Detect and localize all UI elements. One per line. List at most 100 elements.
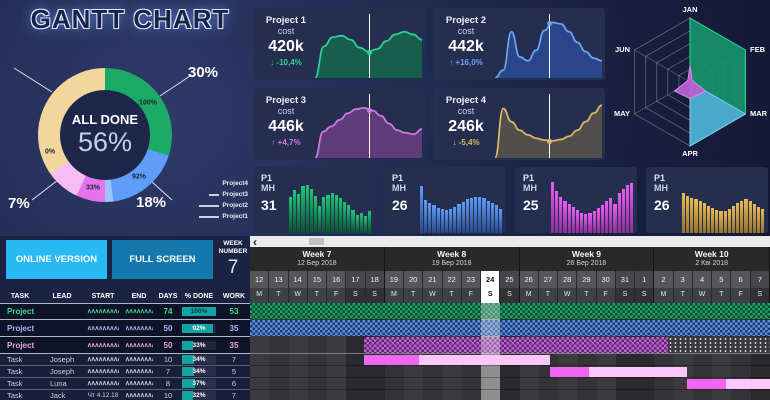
gantt-bar <box>550 367 589 377</box>
progress-fill <box>182 355 194 364</box>
row-separator <box>250 365 770 366</box>
day-cell: 26 M <box>519 271 539 303</box>
day-letter: F <box>327 288 346 303</box>
bar <box>719 211 723 233</box>
donut-legend: Project4 Project3 Project2 Project1 <box>188 178 248 222</box>
day-letter: W <box>423 288 442 303</box>
day-number: 4 <box>692 271 712 288</box>
legend-line-marker <box>209 193 220 196</box>
bar <box>571 207 575 233</box>
bar <box>748 201 752 233</box>
bar <box>563 200 567 233</box>
mh-card-subtitle: MH <box>654 183 668 193</box>
bar <box>420 186 424 233</box>
bar <box>575 210 580 233</box>
mh-bar-chart <box>682 173 765 233</box>
horizontal-scrollbar[interactable]: ‹ <box>250 234 770 249</box>
bar <box>559 197 563 233</box>
cost-card-delta: ↓ -10,4% <box>270 58 302 67</box>
mh-card-title: P1 <box>523 173 535 183</box>
cell-days: 8 <box>165 379 171 388</box>
day-number: 3 <box>673 271 692 288</box>
cost-card-area-chart <box>315 92 422 158</box>
cell-start: Чт 4.12.18 <box>87 392 119 399</box>
cell-lead: Luna <box>50 379 67 388</box>
bar <box>629 182 634 233</box>
week-date: 2 Кві 2018 <box>654 260 770 271</box>
bar <box>621 188 625 233</box>
bar <box>723 210 727 233</box>
cost-card-value: 446k <box>268 118 304 135</box>
bar <box>752 204 756 233</box>
table-row[interactable]: Task Jack Чт 4.12.18 ∧∧∧∧∧∧∧∧∧∧ 10 32% 7 <box>0 390 250 400</box>
day-letter: M <box>519 288 538 303</box>
day-cell: 25 S <box>500 271 519 303</box>
bar <box>457 204 461 233</box>
mh-card: P1 MH 26 <box>646 167 768 233</box>
day-number: 25 <box>500 271 519 288</box>
cell-work: 7 <box>231 391 237 400</box>
day-cell: 31 S <box>615 271 636 303</box>
scroll-left-arrow-icon[interactable]: ‹ <box>253 234 257 249</box>
scrollbar-thumb[interactable] <box>309 238 324 245</box>
cell-work: 5 <box>231 367 237 376</box>
gantt-bar <box>363 355 420 365</box>
progress-label: 32% <box>192 392 206 399</box>
day-number: 5 <box>712 271 731 288</box>
row-separator <box>250 377 770 378</box>
day-letter: T <box>404 288 423 303</box>
donut-callout-value: 7% <box>8 195 30 212</box>
mh-card-value: 25 <box>523 197 539 213</box>
mh-card-info: P1 MH 26 <box>654 173 680 213</box>
online-version-button[interactable]: ONLINE VERSION <box>6 240 107 279</box>
legend-item: Project4 <box>188 178 248 189</box>
full-screen-button[interactable]: FULL SCREEN <box>112 240 213 279</box>
day-letter: S <box>500 288 519 303</box>
cell-end: ∧∧∧∧∧∧∧∧∧∧ <box>125 356 153 363</box>
day-number: 12 <box>250 271 269 288</box>
day-letter: T <box>673 288 692 303</box>
legend-line-marker <box>199 215 220 218</box>
week-number-label: WEEK NUMBER <box>218 240 248 255</box>
cost-card-title: Project 3 <box>265 95 307 106</box>
gantt-bar <box>588 367 688 377</box>
bar <box>347 205 351 233</box>
svg-text:FEB: FEB <box>750 45 766 54</box>
bar <box>486 200 490 233</box>
bar <box>605 201 609 233</box>
day-cell: 18 S <box>365 271 384 303</box>
cell-task: Project <box>7 340 35 350</box>
cost-card-info: Project 3 cost 446k ↑ +4,7% <box>259 95 313 147</box>
bar <box>474 197 478 233</box>
today-marker-line <box>368 94 370 158</box>
bar <box>567 204 571 233</box>
bar <box>367 211 372 233</box>
cell-lead: Joseph <box>50 355 75 364</box>
bar <box>351 210 355 233</box>
cell-end: ∧∧∧∧∧∧∧∧∧∧ <box>125 392 153 399</box>
bar <box>355 215 359 233</box>
cell-days: 50 <box>163 323 173 333</box>
bar <box>318 206 322 233</box>
column-header: START <box>91 292 115 300</box>
day-letter: T <box>269 288 288 303</box>
day-number: 21 <box>423 271 442 288</box>
legend-label: Project4 <box>222 180 248 187</box>
bar <box>706 206 711 233</box>
cell-start: ∧∧∧∧∧∧∧∧∧∧∧∧ <box>87 324 119 332</box>
bar <box>596 208 600 233</box>
cell-start: ∧∧∧∧∧∧∧∧∧∧∧∧ <box>87 341 119 349</box>
legend-label: Project2 <box>222 202 248 209</box>
cost-card-area-chart <box>315 12 422 78</box>
cost-card-value: 442k <box>448 38 484 55</box>
bar <box>690 198 694 233</box>
cell-start: ∧∧∧∧∧∧∧∧∧∧∧∧ <box>87 368 119 375</box>
